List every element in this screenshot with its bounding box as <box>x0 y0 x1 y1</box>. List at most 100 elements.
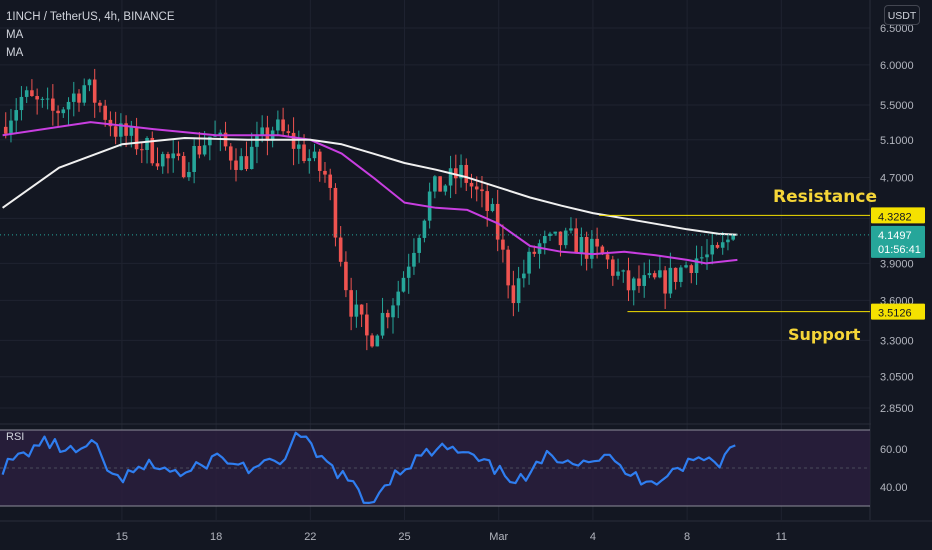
candle-body <box>647 273 652 276</box>
candle-body <box>511 285 516 304</box>
candle-body <box>464 164 469 183</box>
price-tick-label: 4.7000 <box>880 172 914 184</box>
candle-body <box>260 127 264 136</box>
candle-body <box>726 239 730 243</box>
candle-body <box>98 102 102 106</box>
price-tick-label: 3.0500 <box>880 372 914 384</box>
current-price-tag[interactable]: 4.1497 01:56:41 <box>871 225 925 258</box>
candle-body <box>595 238 599 247</box>
current-price-tag-text: 4.1497 <box>878 230 912 242</box>
candle-body <box>616 271 620 276</box>
rsi-tick-label: 40.00 <box>880 482 908 494</box>
candle-body <box>160 154 165 167</box>
candle-body <box>406 266 411 278</box>
candle-body <box>317 151 322 171</box>
time-tick-label: 11 <box>776 531 787 543</box>
price-tick-label: 5.1000 <box>880 135 914 147</box>
candle-body <box>61 109 66 114</box>
candle-body <box>239 156 244 170</box>
candle-body <box>715 244 720 248</box>
candle-body <box>731 234 735 240</box>
ma-line-slow <box>2 137 738 236</box>
candle-body <box>124 123 128 136</box>
candle-body <box>448 168 453 186</box>
candle-body <box>600 246 605 255</box>
candle-body <box>19 96 24 111</box>
candle-body <box>354 304 359 317</box>
candle-body <box>443 185 448 192</box>
candle-body <box>621 270 626 272</box>
candle-body <box>66 101 71 110</box>
time-tick-label: 25 <box>398 531 410 543</box>
candle-body <box>631 278 636 291</box>
candle-body <box>380 312 385 336</box>
candle-body <box>558 231 563 246</box>
candle-body <box>119 123 123 137</box>
price-tags: 4.3282 4.1497 01:56:41 3.5126 <box>871 207 925 320</box>
candle-body <box>699 257 704 259</box>
resistance-price-tag[interactable]: 4.3282 <box>871 207 925 224</box>
candle-body <box>218 132 223 136</box>
candle-body <box>349 290 353 317</box>
candle-body <box>689 265 694 274</box>
support-price-tag[interactable]: 3.5126 <box>871 303 925 320</box>
candle-body <box>375 335 380 347</box>
candle-body <box>569 228 573 231</box>
candle-body <box>14 110 19 121</box>
candle-body <box>542 236 547 244</box>
candle-body <box>187 171 191 178</box>
candle-body <box>522 273 526 279</box>
candle-body <box>291 132 296 149</box>
candle-body <box>548 233 552 237</box>
candle-body <box>658 270 662 278</box>
candle-body <box>365 314 369 336</box>
candle-body <box>474 186 479 190</box>
candle-body <box>516 278 521 304</box>
candle-body <box>286 131 291 133</box>
candle-body <box>584 236 589 259</box>
time-tick-label: 8 <box>684 531 690 543</box>
candle-body <box>265 127 270 141</box>
candle-body <box>145 137 149 151</box>
candle-body <box>417 237 421 253</box>
currency-badge[interactable]: USDT <box>884 5 920 25</box>
current-price-tag-text: 01:56:41 <box>878 244 921 256</box>
candle-body <box>422 220 427 238</box>
ma-indicator-label-2[interactable]: MA <box>6 47 24 59</box>
candle-body <box>563 230 568 246</box>
candle-body <box>35 96 39 100</box>
candle-body <box>490 203 495 211</box>
candle-body <box>307 158 312 162</box>
candle-body <box>113 126 118 137</box>
time-axis: 15 18 22 25 Mar 4 8 11 <box>0 520 932 550</box>
candle-body <box>323 170 327 175</box>
candle-body <box>710 244 715 255</box>
support-price-tag-text: 3.5126 <box>878 308 912 320</box>
ma-indicator-label-1[interactable]: MA <box>6 29 24 41</box>
symbol-title[interactable]: 1INCH / TetherUS, 4h, BINANCE <box>6 11 175 23</box>
support-price-tag-bg <box>871 303 925 320</box>
time-tick-label: 15 <box>116 531 128 543</box>
candle-body <box>45 98 50 100</box>
time-axis-bg <box>0 521 932 550</box>
rsi-series-line <box>1 431 736 504</box>
price-tick-label: 6.0000 <box>880 60 914 72</box>
candle-body <box>527 251 531 274</box>
candle-body <box>155 163 160 167</box>
candle-body <box>234 160 238 170</box>
candle-body <box>181 155 186 178</box>
rsi-label[interactable]: RSI <box>6 431 25 443</box>
resistance-annotation: Resistance <box>773 187 877 207</box>
candle-body <box>637 278 641 286</box>
candle-body <box>328 174 333 188</box>
price-axis: 6.50006.00005.50005.10004.70004.30003.90… <box>871 0 932 550</box>
price-axis-bg <box>871 0 932 550</box>
candle-body <box>532 251 537 254</box>
candle-body <box>24 90 29 97</box>
candle-body <box>673 267 678 282</box>
support-annotation: Support <box>788 325 861 344</box>
candle-body <box>579 236 584 254</box>
candle-body <box>611 259 615 276</box>
candle-body <box>87 79 92 86</box>
